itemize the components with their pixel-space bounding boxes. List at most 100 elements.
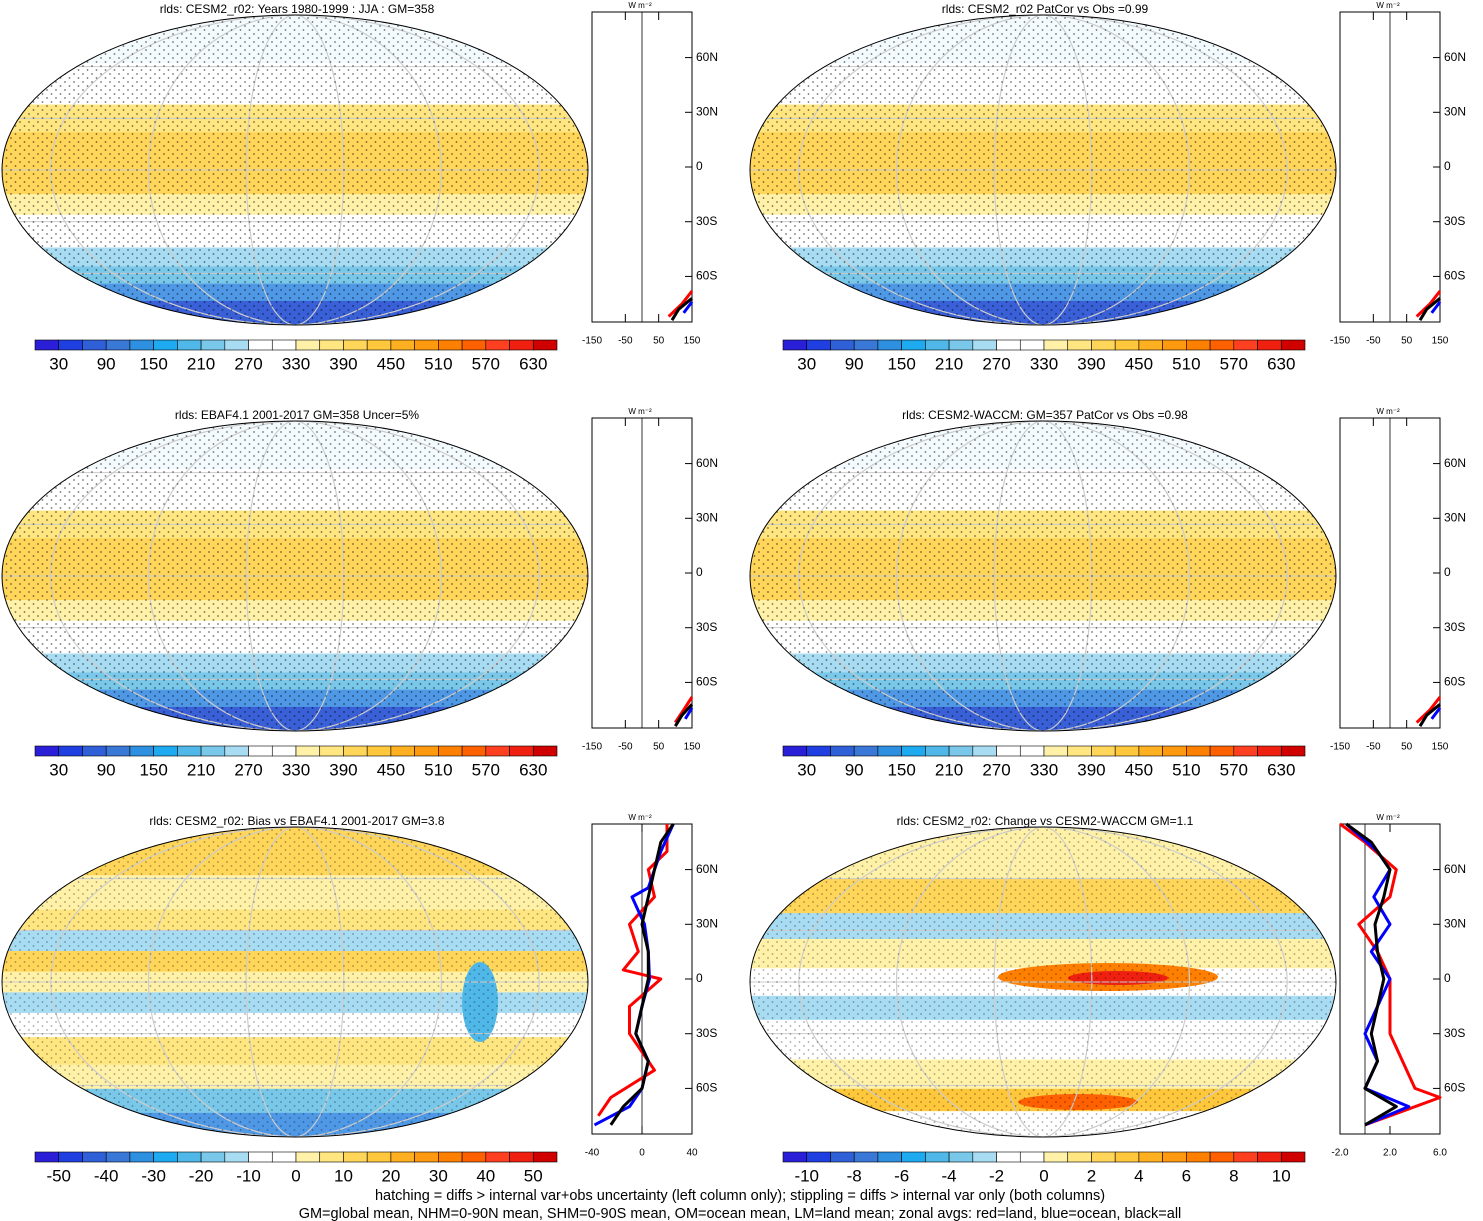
y-tick-label: 60S [696, 1081, 717, 1095]
zonal-units: W m⁻² [1376, 407, 1400, 416]
colorbar-box [461, 745, 487, 757]
colorbar-box [972, 1151, 997, 1163]
colorbar-label: 30 [49, 354, 68, 373]
stippling [2, 827, 588, 1137]
colorbar-box [830, 1151, 855, 1163]
panel: rlds: CESM2_r02: Change vs CESM2-WACCM G… [749, 813, 1466, 1185]
colorbar-box [1257, 745, 1282, 757]
colorbar-label: -10 [794, 1166, 819, 1185]
zonal-line [597, 824, 669, 1117]
colorbar-box [58, 745, 83, 757]
colorbar-box [1043, 339, 1069, 351]
colorbar-box [782, 1151, 808, 1163]
colorbar-box [34, 745, 60, 757]
map-outline [749, 826, 1337, 1138]
map [2, 421, 588, 731]
colorbar-box [1233, 745, 1258, 757]
colorbar-box [177, 1151, 202, 1163]
colorbar-box [177, 339, 202, 351]
colorbar-label: -6 [894, 1166, 909, 1185]
x-tick-label: -2.0 [1331, 1148, 1349, 1159]
map [750, 15, 1336, 325]
zonal-line [1415, 290, 1442, 318]
colorbar-label: 90 [97, 760, 116, 779]
zonal-line [667, 290, 694, 318]
colorbar-box [271, 1151, 297, 1163]
y-tick-label: 60S [1444, 269, 1465, 283]
colorbar-label: 270 [982, 760, 1010, 779]
colorbar-label: 630 [519, 354, 547, 373]
colorbar-label: 630 [1267, 760, 1295, 779]
panel: rlds: CESM2-WACCM: GM=357 PatCor vs Obs … [749, 407, 1466, 779]
stippling [2, 15, 588, 325]
colorbar-box [1043, 745, 1069, 757]
colorbar-box [129, 339, 154, 351]
colorbar-box [343, 1151, 368, 1163]
colorbar-label: 210 [935, 760, 963, 779]
colorbar-label: 50 [524, 1166, 543, 1185]
colorbar-box [461, 1151, 487, 1163]
panel: rlds: CESM2_r02: Years 1980-1999 : JJA :… [1, 1, 718, 373]
colorbar-box [153, 339, 178, 351]
colorbar-box [1257, 1151, 1282, 1163]
zonal-line [684, 707, 694, 720]
colorbar-label: 330 [282, 354, 310, 373]
colorbar-label: 630 [1267, 354, 1295, 373]
colorbar-box [1209, 1151, 1235, 1163]
colorbar-label: 510 [1172, 354, 1200, 373]
colorbar-box [806, 745, 831, 757]
zonal-line [1418, 703, 1441, 727]
zonal-units: W m⁻² [1376, 813, 1400, 822]
y-tick-label: 30N [696, 104, 718, 118]
colorbar-box [532, 339, 558, 351]
colorbar-box [200, 339, 226, 351]
colorbar-label: 390 [1077, 760, 1105, 779]
colorbar-box [1138, 745, 1163, 757]
x-tick-label: 2.0 [1383, 1148, 1397, 1159]
colorbar-box [485, 745, 510, 757]
colorbar-box [806, 1151, 831, 1163]
colorbar-box [58, 1151, 83, 1163]
colorbar-label: 450 [1125, 760, 1153, 779]
colorbar-label: 10 [334, 1166, 353, 1185]
colorbar-box [1209, 745, 1235, 757]
colorbar-box [1280, 339, 1306, 351]
colorbar-label: 450 [1125, 354, 1153, 373]
colorbar-box [1186, 1151, 1211, 1163]
colorbar-box [972, 339, 997, 351]
colorbar-box [1114, 339, 1140, 351]
colorbar-box [82, 339, 107, 351]
colorbar-box [830, 745, 855, 757]
colorbar-box [129, 745, 154, 757]
colorbar-label: 4 [1134, 1166, 1143, 1185]
x-tick-label: 50 [1401, 336, 1413, 347]
colorbar-label: 570 [472, 760, 500, 779]
y-tick-label: 60N [696, 50, 718, 64]
colorbar-box [901, 1151, 926, 1163]
colorbar-box [366, 745, 392, 757]
colorbar-box [877, 745, 902, 757]
y-tick-label: 0 [696, 565, 703, 579]
colorbar-label: 20 [381, 1166, 400, 1185]
colorbar-label: 0 [1039, 1166, 1048, 1185]
colorbar-box [319, 339, 344, 351]
x-tick-label: -40 [585, 1148, 600, 1159]
colorbar-box [366, 339, 392, 351]
colorbar-box [248, 745, 273, 757]
y-tick-label: 60S [1444, 675, 1465, 689]
colorbar-box [1186, 745, 1211, 757]
colorbar-box [1233, 339, 1258, 351]
colorbar-box [509, 745, 534, 757]
colorbar-box [438, 1151, 463, 1163]
colorbar-label: -20 [189, 1166, 214, 1185]
y-tick-label: 60N [696, 862, 718, 876]
colorbar-label: -8 [847, 1166, 862, 1185]
colorbar-label: 6 [1182, 1166, 1191, 1185]
colorbar-box [34, 1151, 60, 1163]
colorbar-box [1019, 1151, 1045, 1163]
colorbar-label: -30 [141, 1166, 166, 1185]
colorbar-label: 8 [1229, 1166, 1238, 1185]
map-outline [1, 420, 589, 732]
colorbar-box [532, 1151, 558, 1163]
colorbar-box [366, 1151, 392, 1163]
